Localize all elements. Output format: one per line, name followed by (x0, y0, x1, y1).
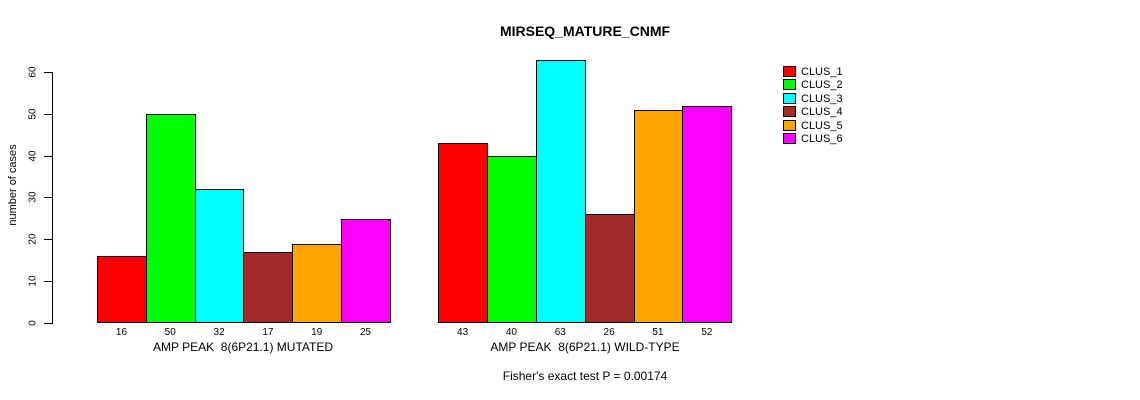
y-tick-mark (44, 155, 52, 157)
bar-clus_3-group1 (194, 189, 245, 323)
chart-title: MIRSEQ_MATURE_CNMF (499, 23, 671, 39)
y-tick-mark (44, 239, 52, 241)
y-tick-mark (44, 280, 52, 282)
group-label-wildtype: AMP PEAK 8(6P21.1) WILD-TYPE (490, 340, 680, 354)
y-tick-mark (44, 72, 52, 74)
group-label-mutated: AMP PEAK 8(6P21.1) MUTATED (152, 340, 334, 354)
y-tick-mark (44, 197, 52, 199)
bar-value-label: 40 (505, 327, 517, 338)
legend-label-clus_4: CLUS_4 (801, 106, 843, 119)
legend-label-clus_5: CLUS_5 (801, 119, 843, 132)
legend-swatch-clus_3 (783, 92, 796, 104)
bar-value-label: 63 (554, 327, 566, 338)
bar-clus_4-group2 (584, 214, 635, 323)
legend-swatch-clus_5 (783, 119, 796, 131)
bar-value-label: 43 (457, 327, 469, 338)
bar-clus_5-group2 (633, 109, 684, 323)
legend-swatch-clus_2 (783, 79, 796, 91)
bar-clus_5-group1 (292, 243, 343, 323)
bar-clus_6-group1 (341, 218, 391, 323)
legend-label-clus_2: CLUS_2 (801, 79, 843, 92)
bar-value-label: 52 (701, 327, 713, 338)
bar-clus_6-group2 (682, 105, 733, 323)
bar-value-label: 51 (652, 327, 664, 338)
bar-value-label: 17 (262, 327, 274, 338)
legend-label-clus_1: CLUS_1 (801, 66, 843, 78)
bar-clus_2-group2 (487, 155, 537, 323)
legend-label-clus_6: CLUS_6 (801, 133, 843, 145)
legend-swatch-clus_4 (783, 106, 796, 118)
bar-value-label: 32 (213, 327, 225, 338)
bar-value-label: 50 (164, 327, 176, 338)
bar-value-label: 16 (115, 327, 127, 338)
bar-clus_1-group1 (97, 256, 147, 323)
bar-value-label: 25 (360, 327, 372, 338)
bar-value-label: 19 (311, 327, 323, 338)
bar-clus_1-group2 (438, 143, 489, 323)
bar-clus_3-group2 (535, 59, 586, 323)
y-tick-mark (44, 322, 52, 324)
fisher-test-annotation: Fisher's exact test P = 0.00174 (502, 369, 668, 383)
y-tick-mark (44, 113, 52, 115)
legend-label-clus_3: CLUS_3 (801, 92, 843, 105)
y-axis-line (52, 72, 53, 324)
bar-value-label: 26 (603, 327, 615, 338)
legend-swatch-clus_1 (783, 66, 796, 77)
legend-swatch-clus_6 (783, 133, 796, 144)
